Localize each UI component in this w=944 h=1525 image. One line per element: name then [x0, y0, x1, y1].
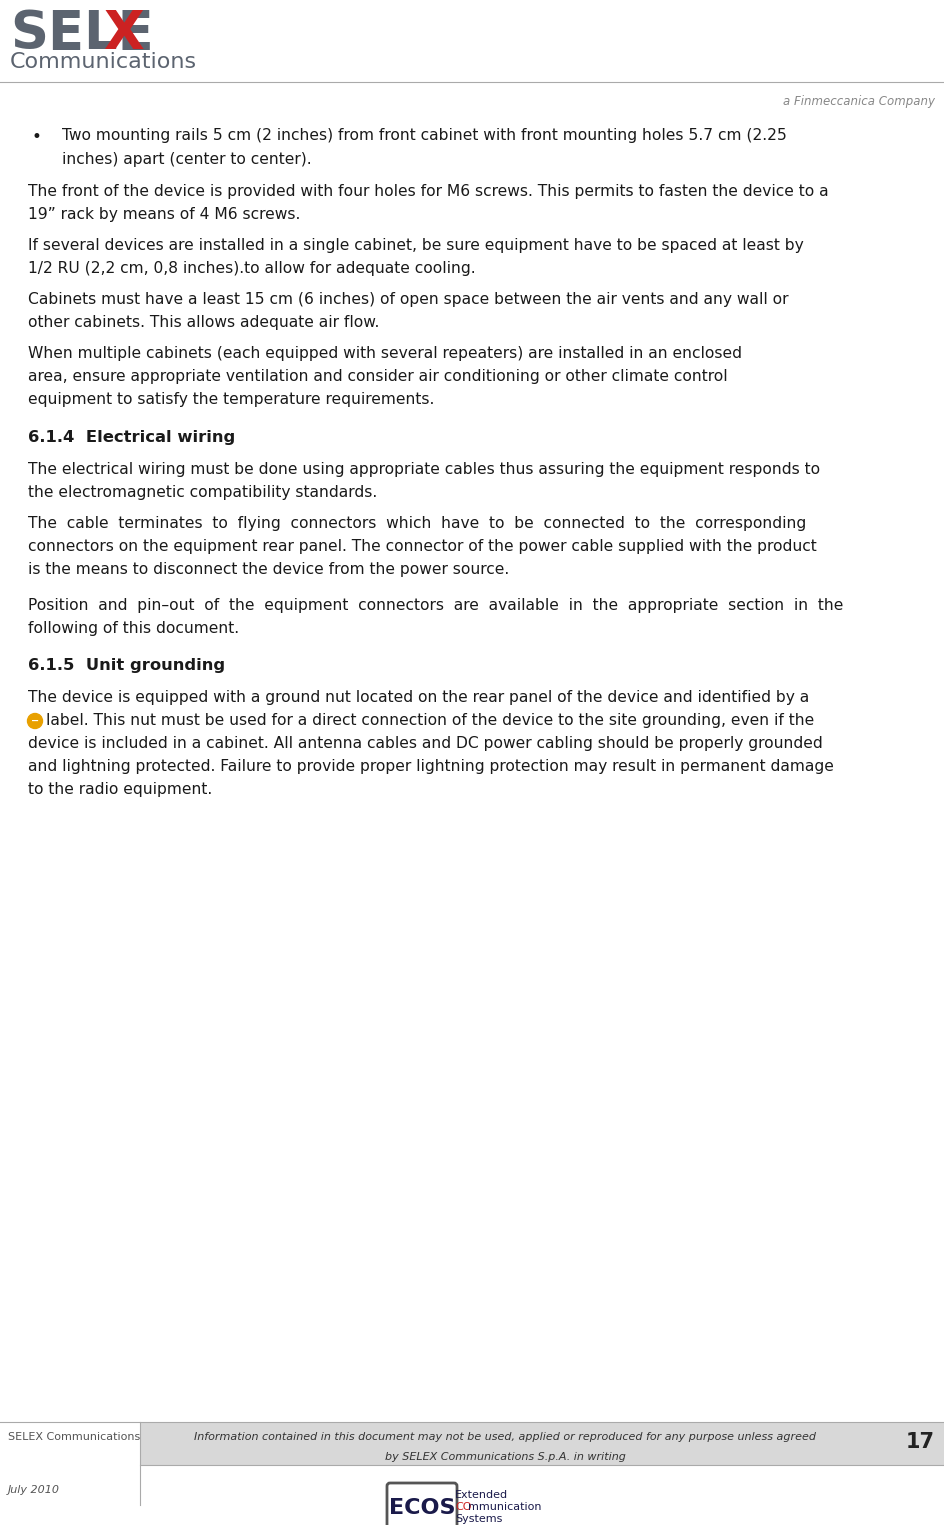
Text: and lightning protected. Failure to provide proper lightning protection may resu: and lightning protected. Failure to prov… — [28, 759, 833, 775]
Text: other cabinets. This allows adequate air flow.: other cabinets. This allows adequate air… — [28, 316, 379, 329]
Text: SELE: SELE — [10, 8, 154, 59]
Text: mmunication: mmunication — [467, 1502, 541, 1511]
Text: connectors on the equipment rear panel. The connector of the power cable supplie: connectors on the equipment rear panel. … — [28, 538, 816, 554]
Text: Extended: Extended — [454, 1490, 508, 1501]
Text: 1/2 RU (2,2 cm, 0,8 inches).to allow for adequate cooling.: 1/2 RU (2,2 cm, 0,8 inches).to allow for… — [28, 261, 475, 276]
Text: 6.1.4  Electrical wiring: 6.1.4 Electrical wiring — [28, 430, 235, 445]
Text: Systems: Systems — [454, 1514, 502, 1523]
Text: The front of the device is provided with four holes for M6 screws. This permits : The front of the device is provided with… — [28, 185, 828, 198]
Text: by SELEX Communications S.p.A. in writing: by SELEX Communications S.p.A. in writin… — [384, 1452, 625, 1462]
Text: Communications: Communications — [10, 52, 197, 72]
Text: inches) apart (center to center).: inches) apart (center to center). — [62, 152, 312, 168]
Text: equipment to satisfy the temperature requirements.: equipment to satisfy the temperature req… — [28, 392, 434, 407]
Text: The  cable  terminates  to  flying  connectors  which  have  to  be  connected  : The cable terminates to flying connector… — [28, 515, 805, 531]
Text: −: − — [31, 717, 39, 726]
Text: following of this document.: following of this document. — [28, 621, 239, 636]
FancyBboxPatch shape — [387, 1482, 457, 1525]
Text: Two mounting rails 5 cm (2 inches) from front cabinet with front mounting holes : Two mounting rails 5 cm (2 inches) from … — [62, 128, 786, 143]
Text: SELEX Communications: SELEX Communications — [8, 1432, 140, 1443]
Text: 17: 17 — [905, 1432, 934, 1452]
Bar — [140, 1421, 944, 1466]
Text: CO: CO — [454, 1502, 471, 1511]
Text: to the radio equipment.: to the radio equipment. — [28, 782, 212, 798]
Text: The device is equipped with a ground nut located on the rear panel of the device: The device is equipped with a ground nut… — [28, 689, 808, 705]
Text: X: X — [104, 8, 144, 59]
Text: the electromagnetic compatibility standards.: the electromagnetic compatibility standa… — [28, 485, 377, 500]
Text: If several devices are installed in a single cabinet, be sure equipment have to : If several devices are installed in a si… — [28, 238, 803, 253]
Text: is the means to disconnect the device from the power source.: is the means to disconnect the device fr… — [28, 563, 509, 576]
Text: The electrical wiring must be done using appropriate cables thus assuring the eq: The electrical wiring must be done using… — [28, 462, 819, 477]
Text: When multiple cabinets (each equipped with several repeaters) are installed in a: When multiple cabinets (each equipped wi… — [28, 346, 741, 361]
Text: •: • — [32, 128, 42, 146]
Text: Information contained in this document may not be used, applied or reproduced fo: Information contained in this document m… — [194, 1432, 815, 1443]
Circle shape — [27, 714, 42, 729]
Text: Position  and  pin–out  of  the  equipment  connectors  are  available  in  the : Position and pin–out of the equipment co… — [28, 598, 842, 613]
Text: label. This nut must be used for a direct connection of the device to the site g: label. This nut must be used for a direc… — [46, 714, 814, 727]
Text: area, ensure appropriate ventilation and consider air conditioning or other clim: area, ensure appropriate ventilation and… — [28, 369, 727, 384]
Text: a Finmeccanica Company: a Finmeccanica Company — [783, 95, 934, 108]
Text: 19” rack by means of 4 M6 screws.: 19” rack by means of 4 M6 screws. — [28, 207, 300, 223]
Text: July 2010: July 2010 — [8, 1485, 59, 1494]
Text: device is included in a cabinet. All antenna cables and DC power cabling should : device is included in a cabinet. All ant… — [28, 737, 822, 750]
Text: ECOS: ECOS — [388, 1498, 455, 1517]
Text: Cabinets must have a least 15 cm (6 inches) of open space between the air vents : Cabinets must have a least 15 cm (6 inch… — [28, 291, 787, 307]
Text: 6.1.5  Unit grounding: 6.1.5 Unit grounding — [28, 657, 225, 673]
